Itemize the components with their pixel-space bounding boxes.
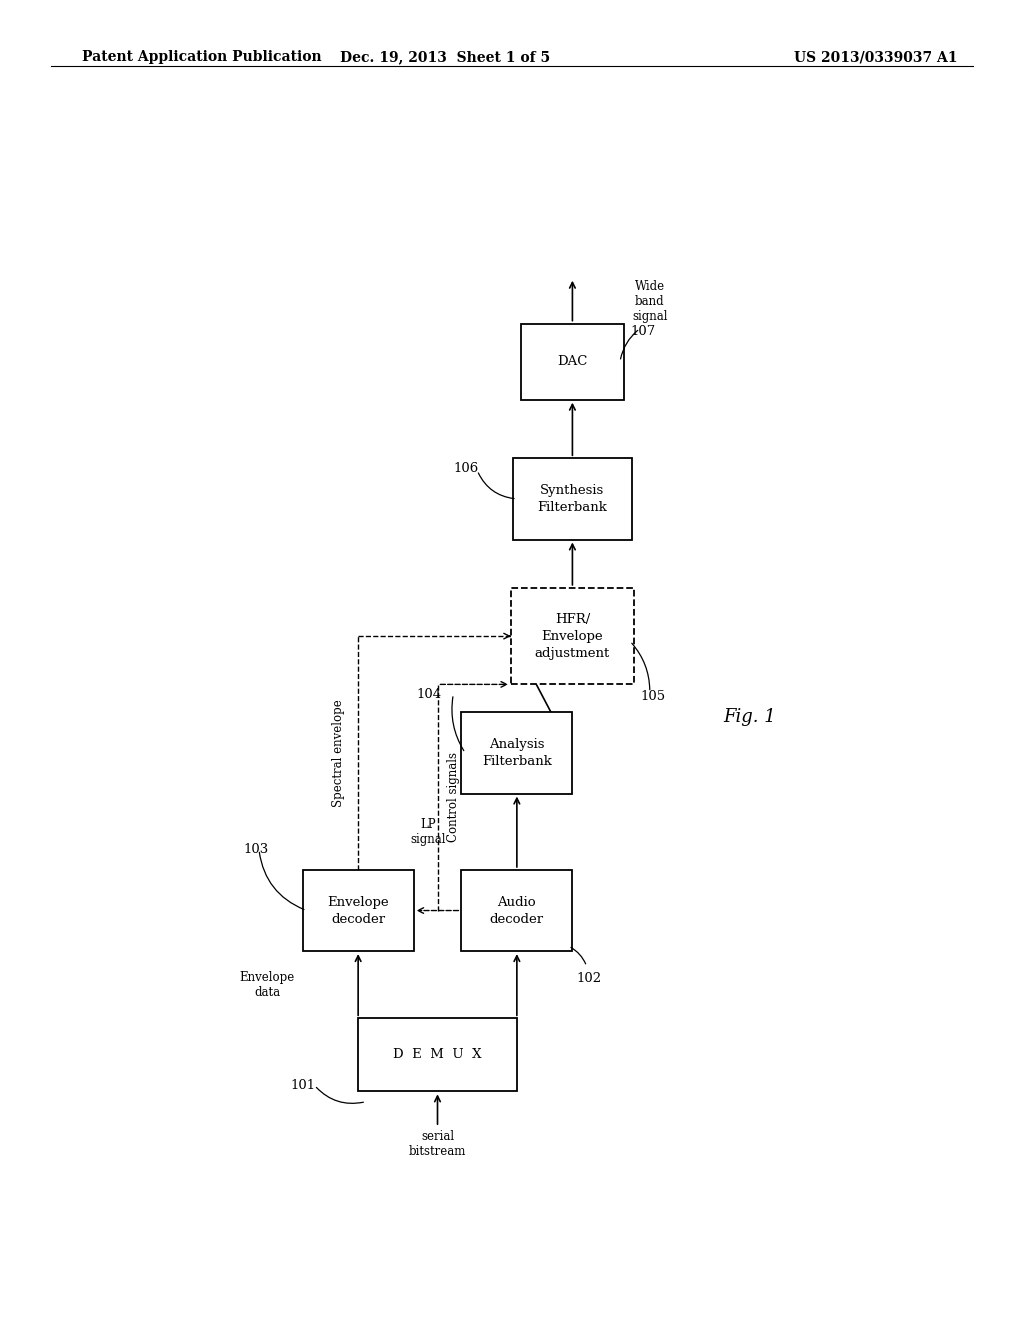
Text: US 2013/0339037 A1: US 2013/0339037 A1 xyxy=(794,50,957,65)
Text: Dec. 19, 2013  Sheet 1 of 5: Dec. 19, 2013 Sheet 1 of 5 xyxy=(340,50,551,65)
Text: 104: 104 xyxy=(417,688,441,701)
Text: Fig. 1: Fig. 1 xyxy=(723,709,776,726)
Text: Envelope
data: Envelope data xyxy=(240,970,295,999)
Text: 107: 107 xyxy=(631,325,655,338)
Text: 105: 105 xyxy=(640,690,666,704)
FancyBboxPatch shape xyxy=(303,870,414,952)
Text: Analysis
Filterbank: Analysis Filterbank xyxy=(482,738,552,768)
Text: D  E  M  U  X: D E M U X xyxy=(393,1048,481,1061)
Text: 102: 102 xyxy=(577,972,601,985)
Text: HFR/
Envelope
adjustment: HFR/ Envelope adjustment xyxy=(535,612,610,660)
Text: Audio
decoder: Audio decoder xyxy=(489,895,544,925)
Text: DAC: DAC xyxy=(557,355,588,368)
Text: 101: 101 xyxy=(291,1078,315,1092)
FancyBboxPatch shape xyxy=(521,323,624,400)
FancyBboxPatch shape xyxy=(461,713,572,793)
FancyBboxPatch shape xyxy=(461,870,572,952)
Text: 103: 103 xyxy=(243,843,268,857)
Text: Wide
band
signal: Wide band signal xyxy=(632,280,668,322)
Text: Patent Application Publication: Patent Application Publication xyxy=(82,50,322,65)
FancyBboxPatch shape xyxy=(511,587,634,684)
FancyBboxPatch shape xyxy=(513,458,632,540)
Text: 106: 106 xyxy=(454,462,478,475)
Text: Envelope
decoder: Envelope decoder xyxy=(328,895,389,925)
Text: LP
signal: LP signal xyxy=(410,818,445,846)
Text: Control signals: Control signals xyxy=(447,752,460,842)
Text: Spectral envelope: Spectral envelope xyxy=(332,700,345,807)
Text: Synthesis
Filterbank: Synthesis Filterbank xyxy=(538,484,607,513)
FancyBboxPatch shape xyxy=(358,1018,517,1092)
Text: serial
bitstream: serial bitstream xyxy=(409,1130,466,1158)
